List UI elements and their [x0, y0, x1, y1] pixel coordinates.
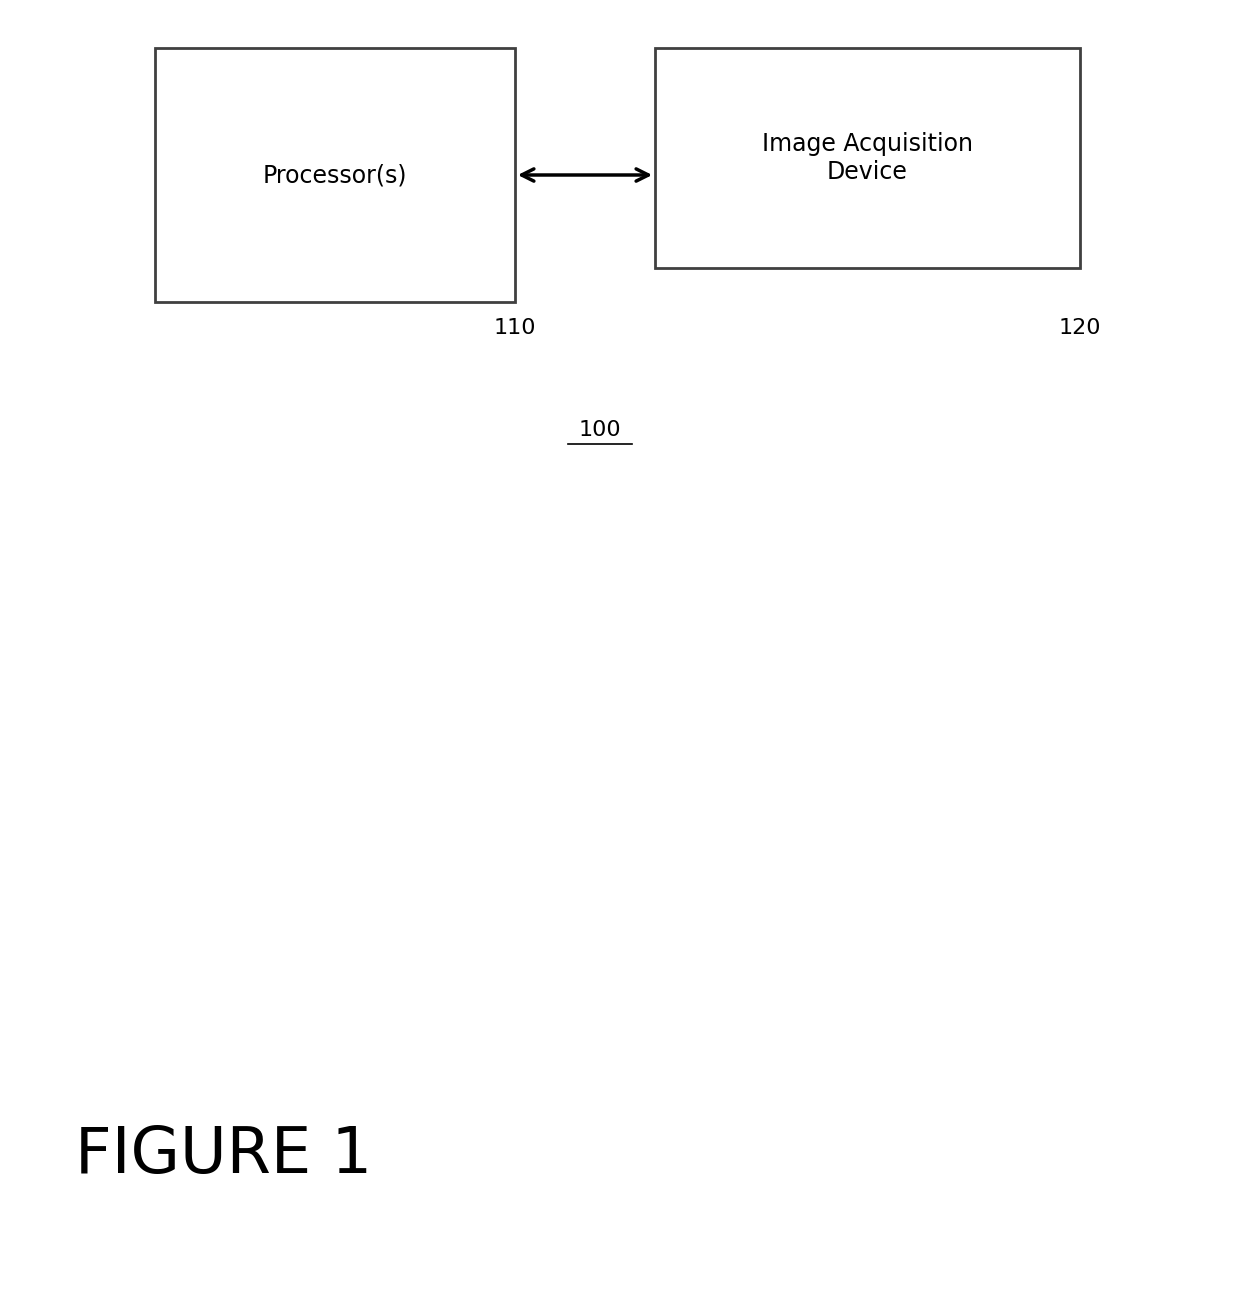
Text: FIGURE 1: FIGURE 1 — [74, 1124, 372, 1186]
Text: 110: 110 — [494, 318, 536, 338]
FancyArrowPatch shape — [522, 169, 649, 181]
Text: 100: 100 — [579, 420, 621, 440]
Bar — [655, 48, 1080, 268]
Text: Processor(s): Processor(s) — [263, 162, 407, 187]
Text: 120: 120 — [1059, 318, 1101, 338]
Bar — [155, 48, 515, 301]
Text: Image Acquisition
Device: Image Acquisition Device — [763, 132, 973, 184]
